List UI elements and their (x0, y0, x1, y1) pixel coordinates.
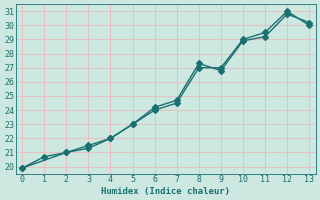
X-axis label: Humidex (Indice chaleur): Humidex (Indice chaleur) (101, 187, 230, 196)
